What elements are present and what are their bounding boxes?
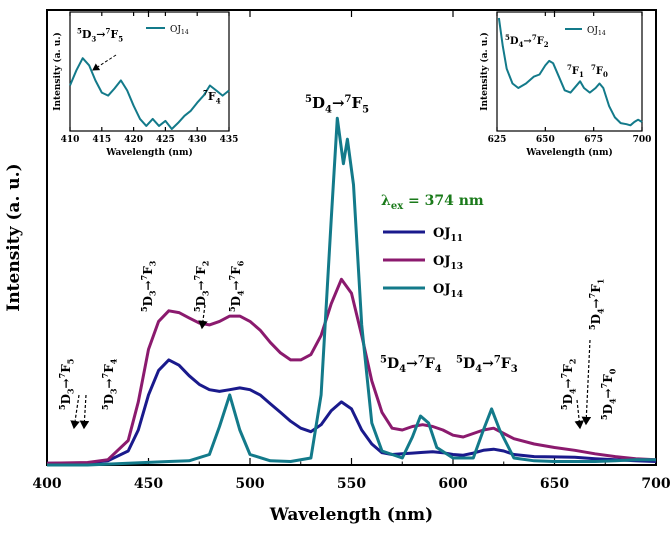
label-d3-f4: 5D3→7F4	[100, 358, 118, 410]
inset-left-label-f4: 7F4	[203, 89, 221, 106]
inset-left-dashed-arrow	[92, 54, 117, 71]
label-d4-f1: 5D4→7F1	[587, 279, 605, 330]
x-tick-label: 415	[92, 135, 111, 145]
x-tick-label: 600	[438, 476, 467, 492]
x-axis-title: Wavelength (nm)	[105, 147, 193, 158]
inset-left-legend-label: OJ14	[170, 25, 189, 36]
inset-right-label-f1: 7F1	[567, 63, 584, 79]
x-tick-label: 450	[134, 476, 163, 492]
inset-left-label-d3-f5: 5D3→7F5	[77, 27, 123, 44]
legend-label-oj11: OJ11	[433, 226, 463, 244]
x-tick-label: 425	[156, 135, 175, 145]
plot-frame	[496, 11, 643, 132]
x-axis-title: Wavelength (nm)	[525, 147, 613, 158]
dashed-arrow	[70, 394, 80, 430]
series-line-oj11	[46, 358, 657, 465]
legend-label-oj14: OJ14	[433, 282, 463, 300]
series-line-oj13	[46, 277, 657, 465]
x-tick-label: 435	[220, 135, 239, 145]
label-d4-f3: 5D4→7F3	[456, 354, 518, 375]
inset-right-legend-label: OJ14	[587, 26, 606, 37]
y-axis-title: Intensity (a. u.)	[479, 32, 490, 110]
x-tick-label: 650	[536, 135, 555, 145]
inset-right-label-f0: 7F0	[591, 63, 608, 79]
x-tick-label: 410	[61, 135, 80, 145]
x-tick-label: 700	[641, 476, 670, 492]
label-d3-f5: 5D3→7F5	[57, 359, 75, 410]
x-tick-label: 500	[235, 476, 264, 492]
x-tick-label: 650	[540, 476, 569, 492]
inset-left-plot: 410 415 420 425 430 435 Wavelength (nm) Intensi…	[52, 11, 239, 158]
x-tick-label: 550	[337, 476, 366, 492]
label-d4-f2: 5D4→7F2	[559, 359, 577, 410]
main-plot: 400 450 500 550 600 650 700 Wavelength (nm) Inte…	[4, 9, 671, 525]
dashed-arrow	[79, 394, 90, 430]
excitation-label: λex = 374 nm	[381, 193, 484, 212]
label-d3-f3: 5D3→7F3	[139, 260, 157, 312]
series-line-oj14	[47, 116, 656, 467]
x-tick-label: 430	[188, 135, 207, 145]
inset-right-plot: 625 650 675 700 Wavelength (nm) Intensity (a.…	[479, 11, 652, 158]
label-d4-f4: 5D4→7F4	[380, 354, 442, 375]
x-axis-title: Wavelength (nm)	[269, 505, 433, 525]
dashed-arrow	[198, 304, 208, 330]
label-d4-f6: 5D4→7F6	[227, 260, 245, 312]
legend-label-oj13: OJ13	[433, 254, 463, 272]
x-tick-label: 675	[584, 135, 603, 145]
transition-labels: 5D4→7F5 5D4→7F4 5D4→7F3 5D3→7F5 5D3→7F4 5D3→7…	[57, 94, 618, 430]
y-axis-title: Intensity (a. u.)	[52, 32, 63, 110]
dashed-arrow	[574, 399, 585, 430]
label-d4-f5: 5D4→7F5	[305, 94, 369, 116]
x-tick-label: 625	[488, 135, 507, 145]
y-axis-title: Intensity (a. u.)	[4, 163, 24, 311]
x-tick-label: 700	[633, 135, 652, 145]
dashed-arrow	[581, 339, 592, 426]
label-d4-f0: 5D4→7F0	[599, 368, 617, 420]
x-tick-label: 420	[124, 135, 143, 145]
label-d3-f2: 5D3→7F2	[192, 261, 210, 312]
inset-right-label-d4-f2: 5D4→7F2	[505, 33, 549, 49]
series-line-oj14	[69, 57, 230, 130]
plot-frame	[69, 11, 230, 132]
x-tick-label: 400	[32, 476, 61, 492]
series-line-oj14	[497, 17, 643, 127]
